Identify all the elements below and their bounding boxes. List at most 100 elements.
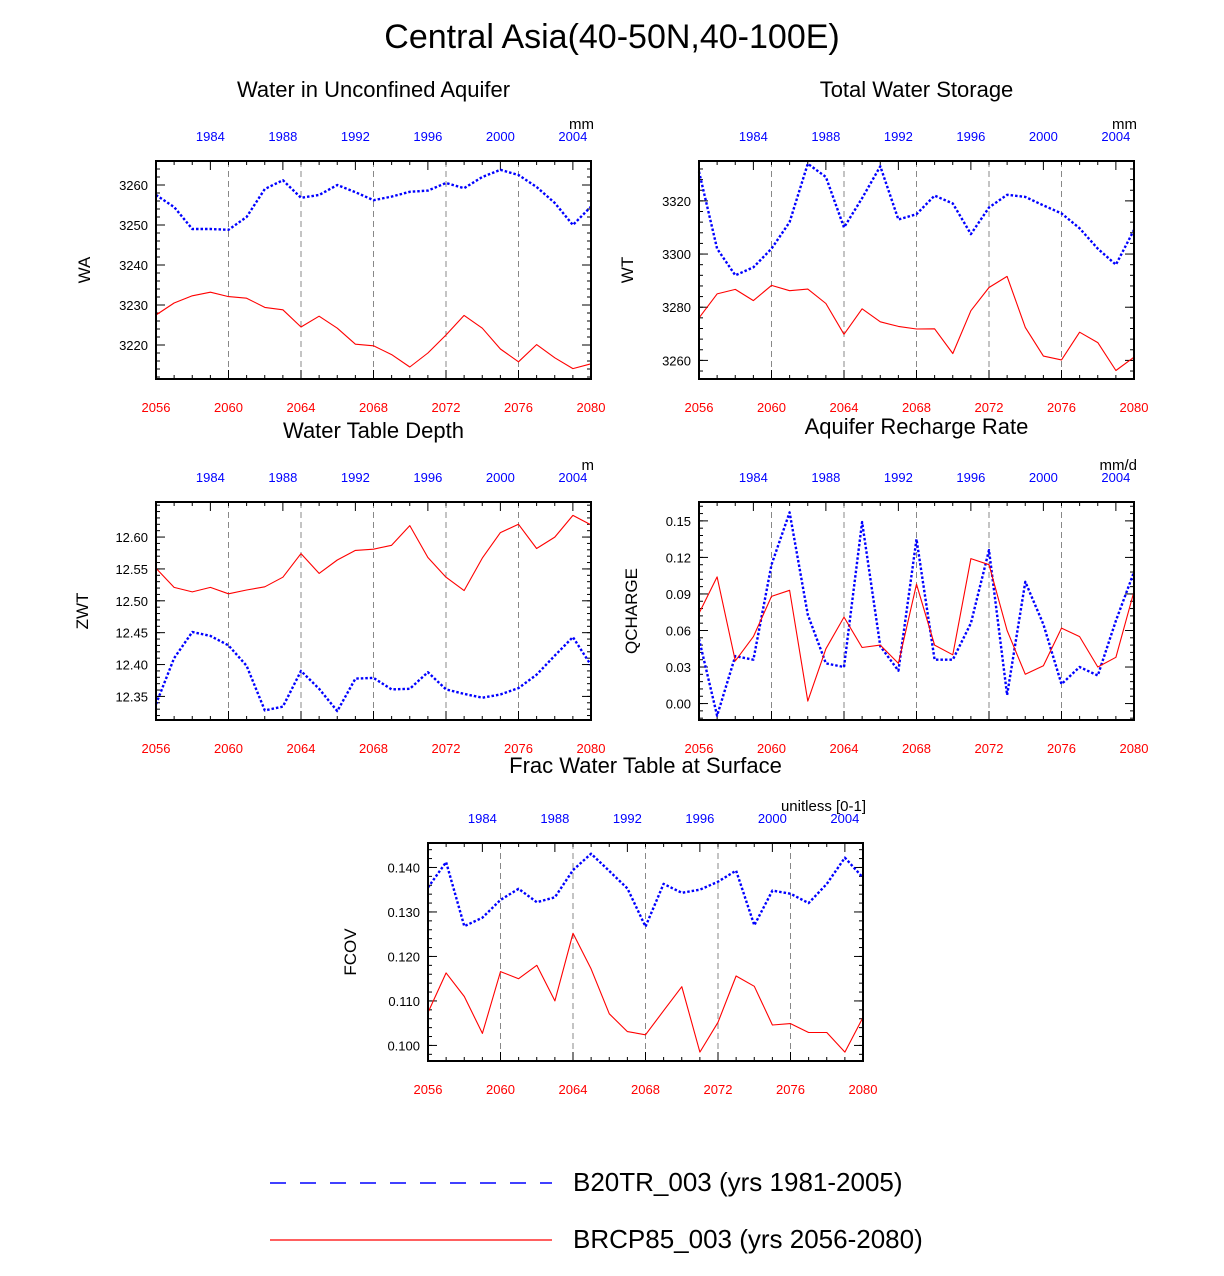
panel-title: Water Table Depth [283,418,464,443]
y-tick-label: 3230 [119,298,148,313]
x-top-tick-label: 1988 [540,811,569,826]
y-tick-label: 0.12 [666,550,691,565]
panel-frac-water-table-at-surface: Frac Water Table at Surface unitless [0-1… [341,753,877,1097]
x-bottom-tick-label: 2072 [432,400,461,415]
x-top-tick-label: 1996 [956,129,985,144]
x-top-tick-label: 2004 [1101,129,1130,144]
x-bottom-tick-label: 2080 [1120,741,1149,756]
series-line-brcp85 [698,558,1135,702]
plot-frame [155,160,592,380]
x-bottom-tick-label: 2064 [830,741,859,756]
y-tick-label: 12.50 [115,594,148,609]
x-bottom-tick-label: 2080 [577,400,606,415]
x-top-tick-label: 2004 [1101,470,1130,485]
series-line-b20tr [154,630,593,713]
x-bottom-tick-label: 2064 [287,400,316,415]
x-top-tick-label: 2004 [558,129,587,144]
x-bottom-tick-label: 2076 [776,1082,805,1097]
x-bottom-tick-label: 2056 [685,741,714,756]
y-axis-label: QCHARGE [622,568,641,654]
x-bottom-tick-label: 2060 [214,400,243,415]
y-tick-label: 3320 [662,194,691,209]
y-tick-label: 3300 [662,247,691,262]
panel-water-table-depth: Water Table Depth m ZWT 12.35 12.40 12.45 12.5… [73,418,605,756]
y-tick-label: 3220 [119,338,148,353]
x-top-tick-label: 1992 [341,129,370,144]
series-line-brcp85 [155,291,592,370]
y-tick-label: 12.60 [115,530,148,545]
y-axis-label: FCOV [341,928,360,976]
y-tick-label: 0.15 [666,514,691,529]
y-tick-label: 0.00 [666,697,691,712]
x-bottom-tick-label: 2056 [142,400,171,415]
panel-water-in-unconfined-aquifer: Water in Unconfined Aquifer mm WA 3220 3230 3… [75,77,605,415]
x-top-tick-label: 1992 [613,811,642,826]
x-bottom-tick-label: 2076 [1047,400,1076,415]
x-top-tick-label: 1992 [884,129,913,144]
x-top-tick-label: 1984 [739,470,768,485]
x-top-tick-label: 1984 [196,470,225,485]
x-bottom-tick-label: 2060 [757,400,786,415]
x-bottom-tick-label: 2060 [486,1082,515,1097]
y-tick-label: 3250 [119,218,148,233]
y-tick-label: 0.140 [387,860,420,875]
series-line-b20tr [697,162,1136,277]
x-bottom-tick-label: 2080 [577,741,606,756]
x-bottom-tick-label: 2064 [559,1082,588,1097]
page-title: Central Asia(40-50N,40-100E) [384,18,840,56]
x-bottom-tick-label: 2068 [902,400,931,415]
y-axis-label: ZWT [73,593,92,630]
x-top-tick-label: 2000 [486,470,515,485]
x-top-tick-label: 1996 [685,811,714,826]
series-line-b20tr [155,168,592,232]
x-top-tick-label: 1988 [811,129,840,144]
x-top-tick-label: 1984 [739,129,768,144]
units-label: m [582,457,595,474]
x-bottom-tick-label: 2064 [287,741,316,756]
y-tick-label: 0.110 [388,994,420,1009]
units-label: unitless [0-1] [781,798,866,815]
y-tick-label: 3260 [119,178,148,193]
units-label: mm/d [1100,457,1138,474]
x-bottom-tick-label: 2068 [359,400,388,415]
x-top-tick-label: 1996 [413,129,442,144]
panel-title: Aquifer Recharge Rate [805,414,1029,439]
x-bottom-tick-label: 2072 [975,400,1004,415]
x-top-tick-label: 2000 [1029,129,1058,144]
panel-title: Frac Water Table at Surface [509,753,782,778]
y-tick-label: 0.130 [387,905,420,920]
x-top-tick-label: 1996 [956,470,985,485]
panel-total-water-storage: Total Water Storage mm WT 3260 3280 3300 3320 2… [618,77,1148,415]
legend-label-brcp85: BRCP85_003 (yrs 2056-2080) [573,1224,923,1254]
x-bottom-tick-label: 2072 [975,741,1004,756]
y-tick-label: 3260 [662,353,691,368]
y-tick-label: 12.35 [115,689,148,704]
x-bottom-tick-label: 2068 [359,741,388,756]
legend [270,1182,552,1241]
y-tick-label: 12.55 [115,562,148,577]
panel-aquifer-recharge-rate: Aquifer Recharge Rate mm/d QCHARGE 0.00 0.03… [622,414,1148,756]
x-top-tick-label: 2004 [830,811,859,826]
x-top-tick-label: 2000 [758,811,787,826]
panel-title: Total Water Storage [820,77,1014,102]
x-bottom-tick-label: 2056 [685,400,714,415]
y-tick-label: 3240 [119,258,148,273]
y-tick-label: 0.100 [387,1038,420,1053]
y-tick-label: 0.09 [666,587,691,602]
y-axis-label: WA [75,256,94,283]
y-tick-label: 12.40 [115,658,148,673]
x-bottom-tick-label: 2080 [1120,400,1149,415]
series-line-brcp85 [155,514,592,595]
panel-title: Water in Unconfined Aquifer [237,77,510,102]
x-bottom-tick-label: 2068 [902,741,931,756]
plot-frame [155,501,592,721]
y-tick-label: 0.06 [666,623,691,638]
x-bottom-tick-label: 2076 [504,741,533,756]
x-top-tick-label: 1988 [811,470,840,485]
x-bottom-tick-label: 2072 [432,741,461,756]
x-bottom-tick-label: 2080 [849,1082,878,1097]
plot-frame [698,160,1135,380]
x-bottom-tick-label: 2060 [757,741,786,756]
x-top-tick-label: 1988 [268,129,297,144]
